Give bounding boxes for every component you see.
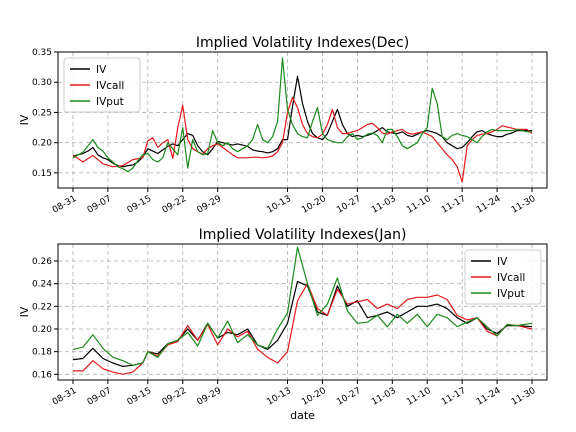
series-line-ivput [72,57,532,173]
legend-entry: IVput [96,96,124,108]
legend-entry: IVcall [497,272,525,284]
legend: IV IVcall IVput [464,249,542,305]
legend-entry: IVput [497,288,525,300]
y-tick-label: 0.24 [32,280,52,290]
legend-entry: IV [497,256,508,268]
legend: IV IVcall IVput [63,57,141,113]
series-line-iv [72,75,532,168]
legend-box [464,249,542,305]
chart-title: Implied Volatility Indexes(Jan) [199,227,407,243]
y-tick-label: 0.20 [32,325,52,335]
plot-frame [57,51,548,189]
plot-frame [57,243,548,381]
y-axis-label: IV [18,306,31,317]
chart-title: Implied Volatility Indexes(Dec) [196,35,409,51]
legend-entry: IVcall [96,80,124,92]
y-tick-label: 0.25 [32,108,52,118]
y-tick-label: 0.35 [32,48,52,58]
series-line-ivcall [72,96,533,183]
y-tick-label: 0.16 [32,370,52,380]
y-tick-label: 0.18 [32,348,52,358]
y-tick-label: 0.26 [32,257,52,267]
x-axis-label: date [290,409,315,422]
y-axis-label: IV [18,114,31,125]
y-tick-label: 0.22 [32,302,52,312]
legend-box [63,57,141,113]
y-tick-label: 0.30 [32,78,52,88]
y-tick-label: 0.15 [32,169,52,179]
y-tick-label: 0.20 [32,139,52,149]
series-line-ivput [72,246,533,366]
legend-entry: IV [96,64,107,76]
